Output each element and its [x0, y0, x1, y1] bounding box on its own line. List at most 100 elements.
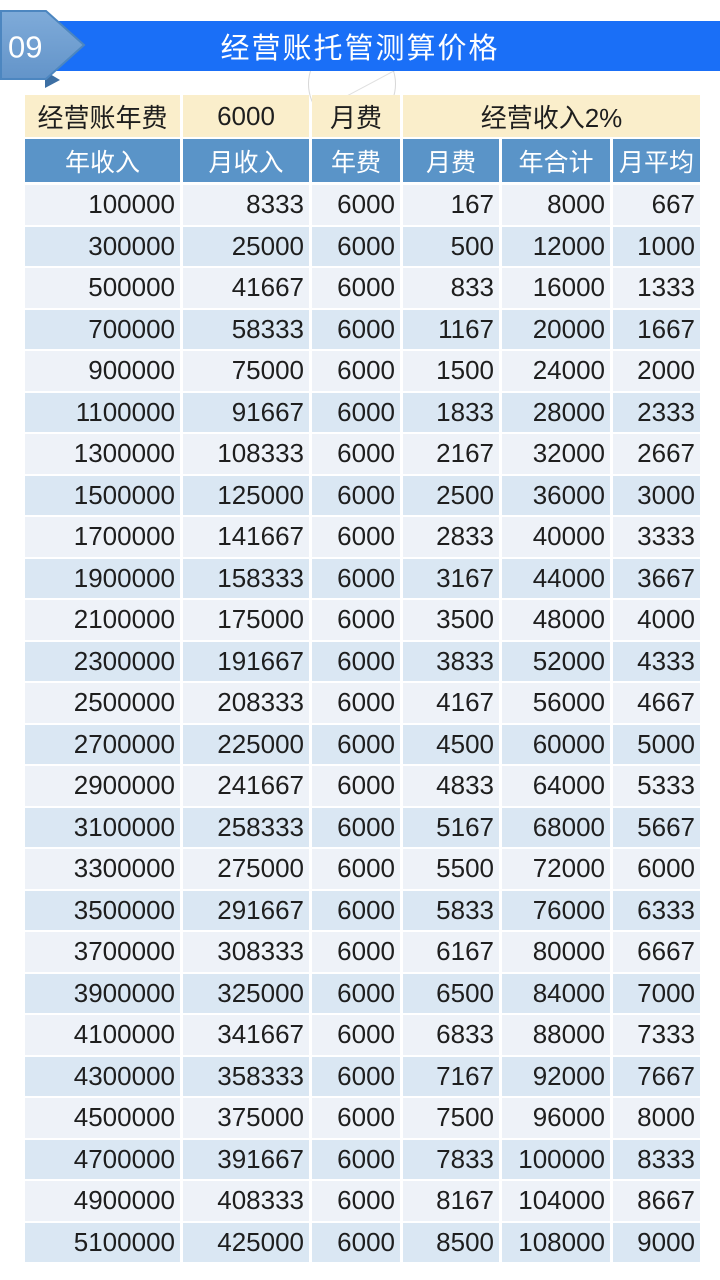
table-cell: 4333	[613, 641, 700, 681]
table-cell: 6000	[312, 434, 400, 474]
table-row: 1700000 141667 6000 2833 40000 3333	[25, 517, 700, 557]
table-cell: 3500	[403, 600, 499, 640]
table-cell: 6500	[403, 973, 499, 1013]
table-cell: 7667	[613, 1056, 700, 1096]
table-row: 500000 41667 6000 833 16000 1333	[25, 268, 700, 308]
table-row: 3100000 258333 6000 5167 68000 5667	[25, 807, 700, 847]
section-number: 09	[8, 29, 43, 65]
table-cell: 1333	[613, 268, 700, 308]
table-cell: 6000	[312, 185, 400, 225]
table-cell: 6000	[312, 309, 400, 349]
table-cell: 6000	[312, 766, 400, 806]
table-cell: 4000	[613, 600, 700, 640]
table-cell: 4167	[403, 683, 499, 723]
table-cell: 6000	[312, 226, 400, 266]
table-cell: 191667	[183, 641, 309, 681]
table-cell: 4500	[403, 724, 499, 764]
table-row: 2100000 175000 6000 3500 48000 4000	[25, 600, 700, 640]
table-cell: 6000	[312, 1015, 400, 1055]
table-row: 3300000 275000 6000 5500 72000 6000	[25, 849, 700, 889]
table-row: 4100000 341667 6000 6833 88000 7333	[25, 1015, 700, 1055]
table-cell: 60000	[502, 724, 610, 764]
table-cell: 1833	[403, 392, 499, 432]
table-cell: 3833	[403, 641, 499, 681]
table-cell: 6000	[312, 600, 400, 640]
table-cell: 6000	[312, 1181, 400, 1221]
table-cell: 3100000	[25, 807, 180, 847]
table-row: 300000 25000 6000 500 12000 1000	[25, 226, 700, 266]
table-cell: 28000	[502, 392, 610, 432]
table-cell: 1300000	[25, 434, 180, 474]
table-cell: 500000	[25, 268, 180, 308]
table-cell: 241667	[183, 766, 309, 806]
arrow-icon	[0, 10, 86, 88]
table-cell: 2000	[613, 351, 700, 391]
section-number-badge: 09	[0, 9, 88, 89]
table-cell: 141667	[183, 517, 309, 557]
table-cell: 258333	[183, 807, 309, 847]
table-cell: 6000	[312, 392, 400, 432]
table-cell: 3700000	[25, 932, 180, 972]
table-cell: 291667	[183, 890, 309, 930]
table-cell: 4500000	[25, 1098, 180, 1138]
table-cell: 125000	[183, 475, 309, 515]
table-row: 2700000 225000 6000 4500 60000 5000	[25, 724, 700, 764]
table-cell: 6333	[613, 890, 700, 930]
table-cell: 1100000	[25, 392, 180, 432]
table-cell: 325000	[183, 973, 309, 1013]
table-cell: 300000	[25, 226, 180, 266]
table-cell: 6000	[312, 1098, 400, 1138]
table-cell: 5000	[613, 724, 700, 764]
table-cell: 158333	[183, 558, 309, 598]
table-cell: 700000	[25, 309, 180, 349]
table-cell: 358333	[183, 1056, 309, 1096]
table-row: 5100000 425000 6000 8500 108000 9000	[25, 1222, 700, 1262]
table-row: 900000 75000 6000 1500 24000 2000	[25, 351, 700, 391]
table-cell: 5833	[403, 890, 499, 930]
table-row: 1500000 125000 6000 2500 36000 3000	[25, 475, 700, 515]
pricing-table: 经营账年费 6000 月费 经营收入2% 年收入 月收入 年费 月费 年合计 月…	[25, 95, 700, 1264]
table-cell: 12000	[502, 226, 610, 266]
table-cell: 208333	[183, 683, 309, 723]
table-cell: 2167	[403, 434, 499, 474]
table-cell: 6000	[312, 807, 400, 847]
table-cell: 6000	[312, 683, 400, 723]
table-cell: 4900000	[25, 1181, 180, 1221]
table-cell: 4667	[613, 683, 700, 723]
table-cell: 8333	[613, 1139, 700, 1179]
table-cell: 9000	[613, 1222, 700, 1262]
table-cell: 68000	[502, 807, 610, 847]
table-cell: 44000	[502, 558, 610, 598]
table-cell: 500	[403, 226, 499, 266]
table-cell: 8333	[183, 185, 309, 225]
table-cell: 108000	[502, 1222, 610, 1262]
table-cell: 6000	[312, 890, 400, 930]
table-cell: 104000	[502, 1181, 610, 1221]
table-row: 2900000 241667 6000 4833 64000 5333	[25, 766, 700, 806]
table-cell: 4100000	[25, 1015, 180, 1055]
table-header-row: 年收入 月收入 年费 月费 年合计 月平均	[25, 139, 700, 182]
table-cell: 40000	[502, 517, 610, 557]
table-cell: 3000	[613, 475, 700, 515]
table-row: 4900000 408333 6000 8167 104000 8667	[25, 1181, 700, 1221]
table-cell: 6833	[403, 1015, 499, 1055]
column-header-monthly-fee: 月费	[403, 139, 499, 182]
table-cell: 52000	[502, 641, 610, 681]
table-cell: 5167	[403, 807, 499, 847]
table-cell: 3300000	[25, 849, 180, 889]
table-cell: 1167	[403, 309, 499, 349]
table-cell: 92000	[502, 1056, 610, 1096]
table-cell: 6000	[312, 1056, 400, 1096]
table-cell: 167	[403, 185, 499, 225]
table-row: 700000 58333 6000 1167 20000 1667	[25, 309, 700, 349]
table-cell: 2667	[613, 434, 700, 474]
table-cell: 5667	[613, 807, 700, 847]
table-row: 1300000 108333 6000 2167 32000 2667	[25, 434, 700, 474]
table-row: 3500000 291667 6000 5833 76000 6333	[25, 890, 700, 930]
table-cell: 2500	[403, 475, 499, 515]
table-cell: 41667	[183, 268, 309, 308]
table-cell: 6000	[312, 517, 400, 557]
table-cell: 58333	[183, 309, 309, 349]
table-cell: 900000	[25, 351, 180, 391]
